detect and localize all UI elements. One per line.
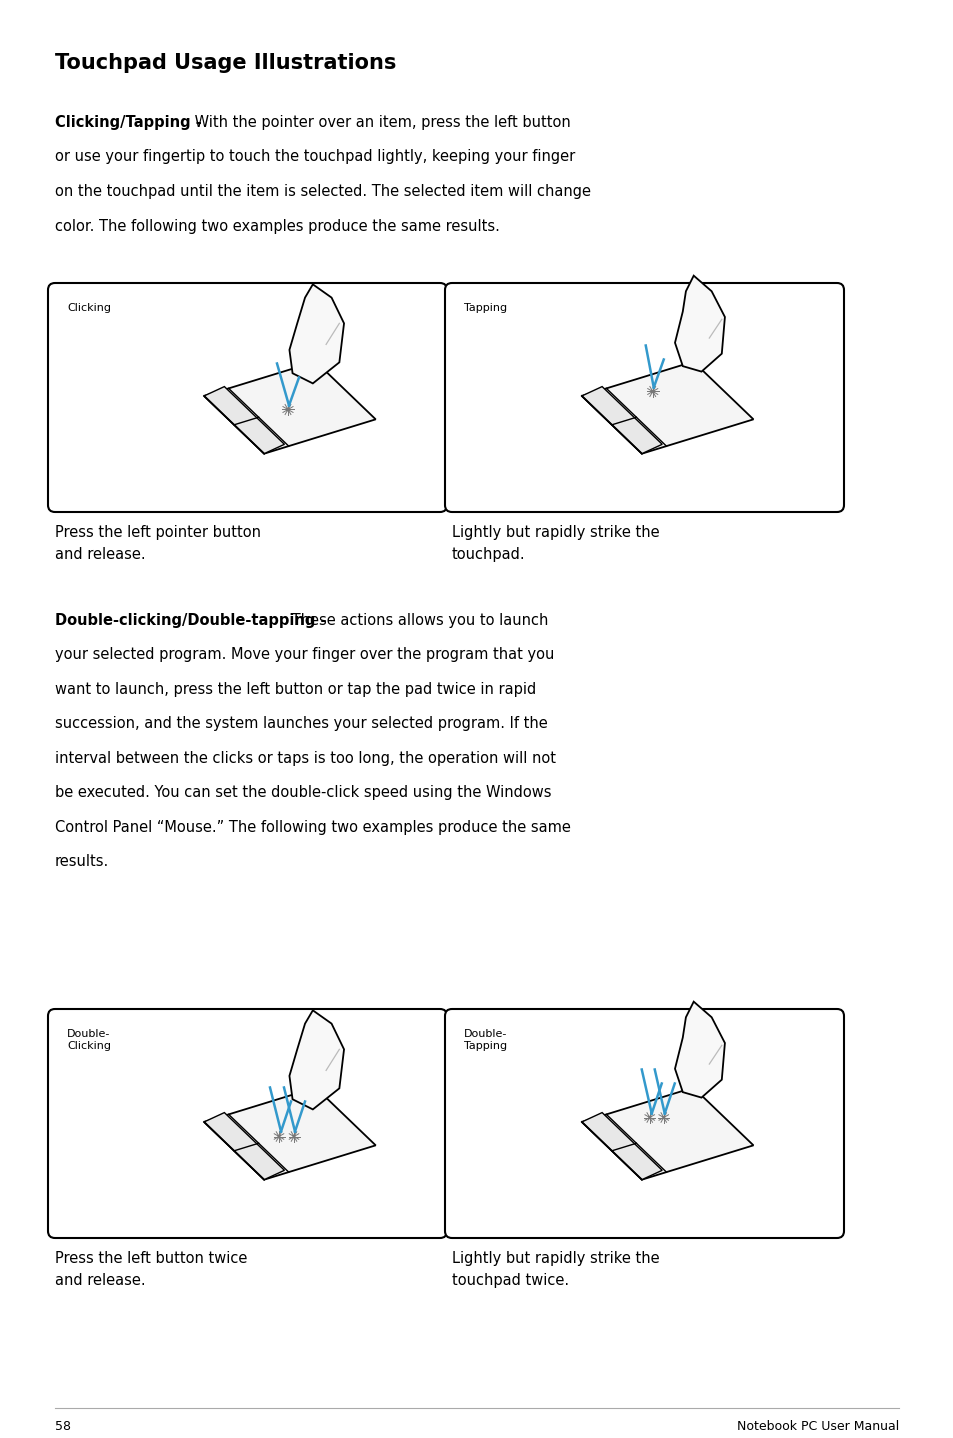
Text: Double-clicking/Double-tapping -: Double-clicking/Double-tapping -: [55, 613, 326, 628]
Text: 58: 58: [55, 1419, 71, 1434]
Polygon shape: [289, 1011, 344, 1109]
Polygon shape: [289, 285, 344, 384]
Text: Touchpad Usage Illustrations: Touchpad Usage Illustrations: [55, 53, 395, 73]
Text: succession, and the system launches your selected program. If the: succession, and the system launches your…: [55, 716, 547, 732]
FancyBboxPatch shape: [444, 283, 843, 512]
Text: color. The following two examples produce the same results.: color. The following two examples produc…: [55, 219, 499, 233]
FancyBboxPatch shape: [48, 283, 447, 512]
Polygon shape: [581, 361, 753, 453]
Text: With the pointer over an item, press the left button: With the pointer over an item, press the…: [190, 115, 570, 129]
Text: on the touchpad until the item is selected. The selected item will change: on the touchpad until the item is select…: [55, 184, 590, 198]
Text: be executed. You can set the double-click speed using the Windows: be executed. You can set the double-clic…: [55, 785, 551, 801]
Polygon shape: [675, 1002, 724, 1097]
Text: interval between the clicks or taps is too long, the operation will not: interval between the clicks or taps is t…: [55, 751, 556, 766]
FancyBboxPatch shape: [48, 1009, 447, 1238]
FancyBboxPatch shape: [444, 1009, 843, 1238]
Text: Double-
Tapping: Double- Tapping: [463, 1030, 507, 1051]
Polygon shape: [204, 387, 284, 453]
Text: your selected program. Move your finger over the program that you: your selected program. Move your finger …: [55, 647, 554, 663]
Polygon shape: [581, 1113, 661, 1179]
Text: Press the left button twice
and release.: Press the left button twice and release.: [55, 1251, 247, 1287]
Text: These actions allows you to launch: These actions allows you to launch: [287, 613, 548, 628]
Text: Clicking: Clicking: [67, 303, 111, 313]
Text: or use your fingertip to touch the touchpad lightly, keeping your finger: or use your fingertip to touch the touch…: [55, 150, 575, 164]
Polygon shape: [204, 1113, 284, 1179]
Polygon shape: [204, 361, 375, 453]
Text: Lightly but rapidly strike the
touchpad.: Lightly but rapidly strike the touchpad.: [452, 525, 659, 562]
Text: Double-
Clicking: Double- Clicking: [67, 1030, 111, 1051]
Polygon shape: [581, 387, 661, 453]
Text: results.: results.: [55, 854, 110, 870]
Text: Clicking/Tapping -: Clicking/Tapping -: [55, 115, 201, 129]
Text: Notebook PC User Manual: Notebook PC User Manual: [736, 1419, 898, 1434]
Text: Control Panel “Mouse.” The following two examples produce the same: Control Panel “Mouse.” The following two…: [55, 820, 570, 835]
Polygon shape: [581, 1087, 753, 1179]
Text: want to launch, press the left button or tap the pad twice in rapid: want to launch, press the left button or…: [55, 682, 536, 697]
Polygon shape: [675, 276, 724, 371]
Polygon shape: [204, 1087, 375, 1179]
Text: Press the left pointer button
and release.: Press the left pointer button and releas…: [55, 525, 261, 562]
Text: Tapping: Tapping: [463, 303, 507, 313]
Text: Lightly but rapidly strike the
touchpad twice.: Lightly but rapidly strike the touchpad …: [452, 1251, 659, 1287]
